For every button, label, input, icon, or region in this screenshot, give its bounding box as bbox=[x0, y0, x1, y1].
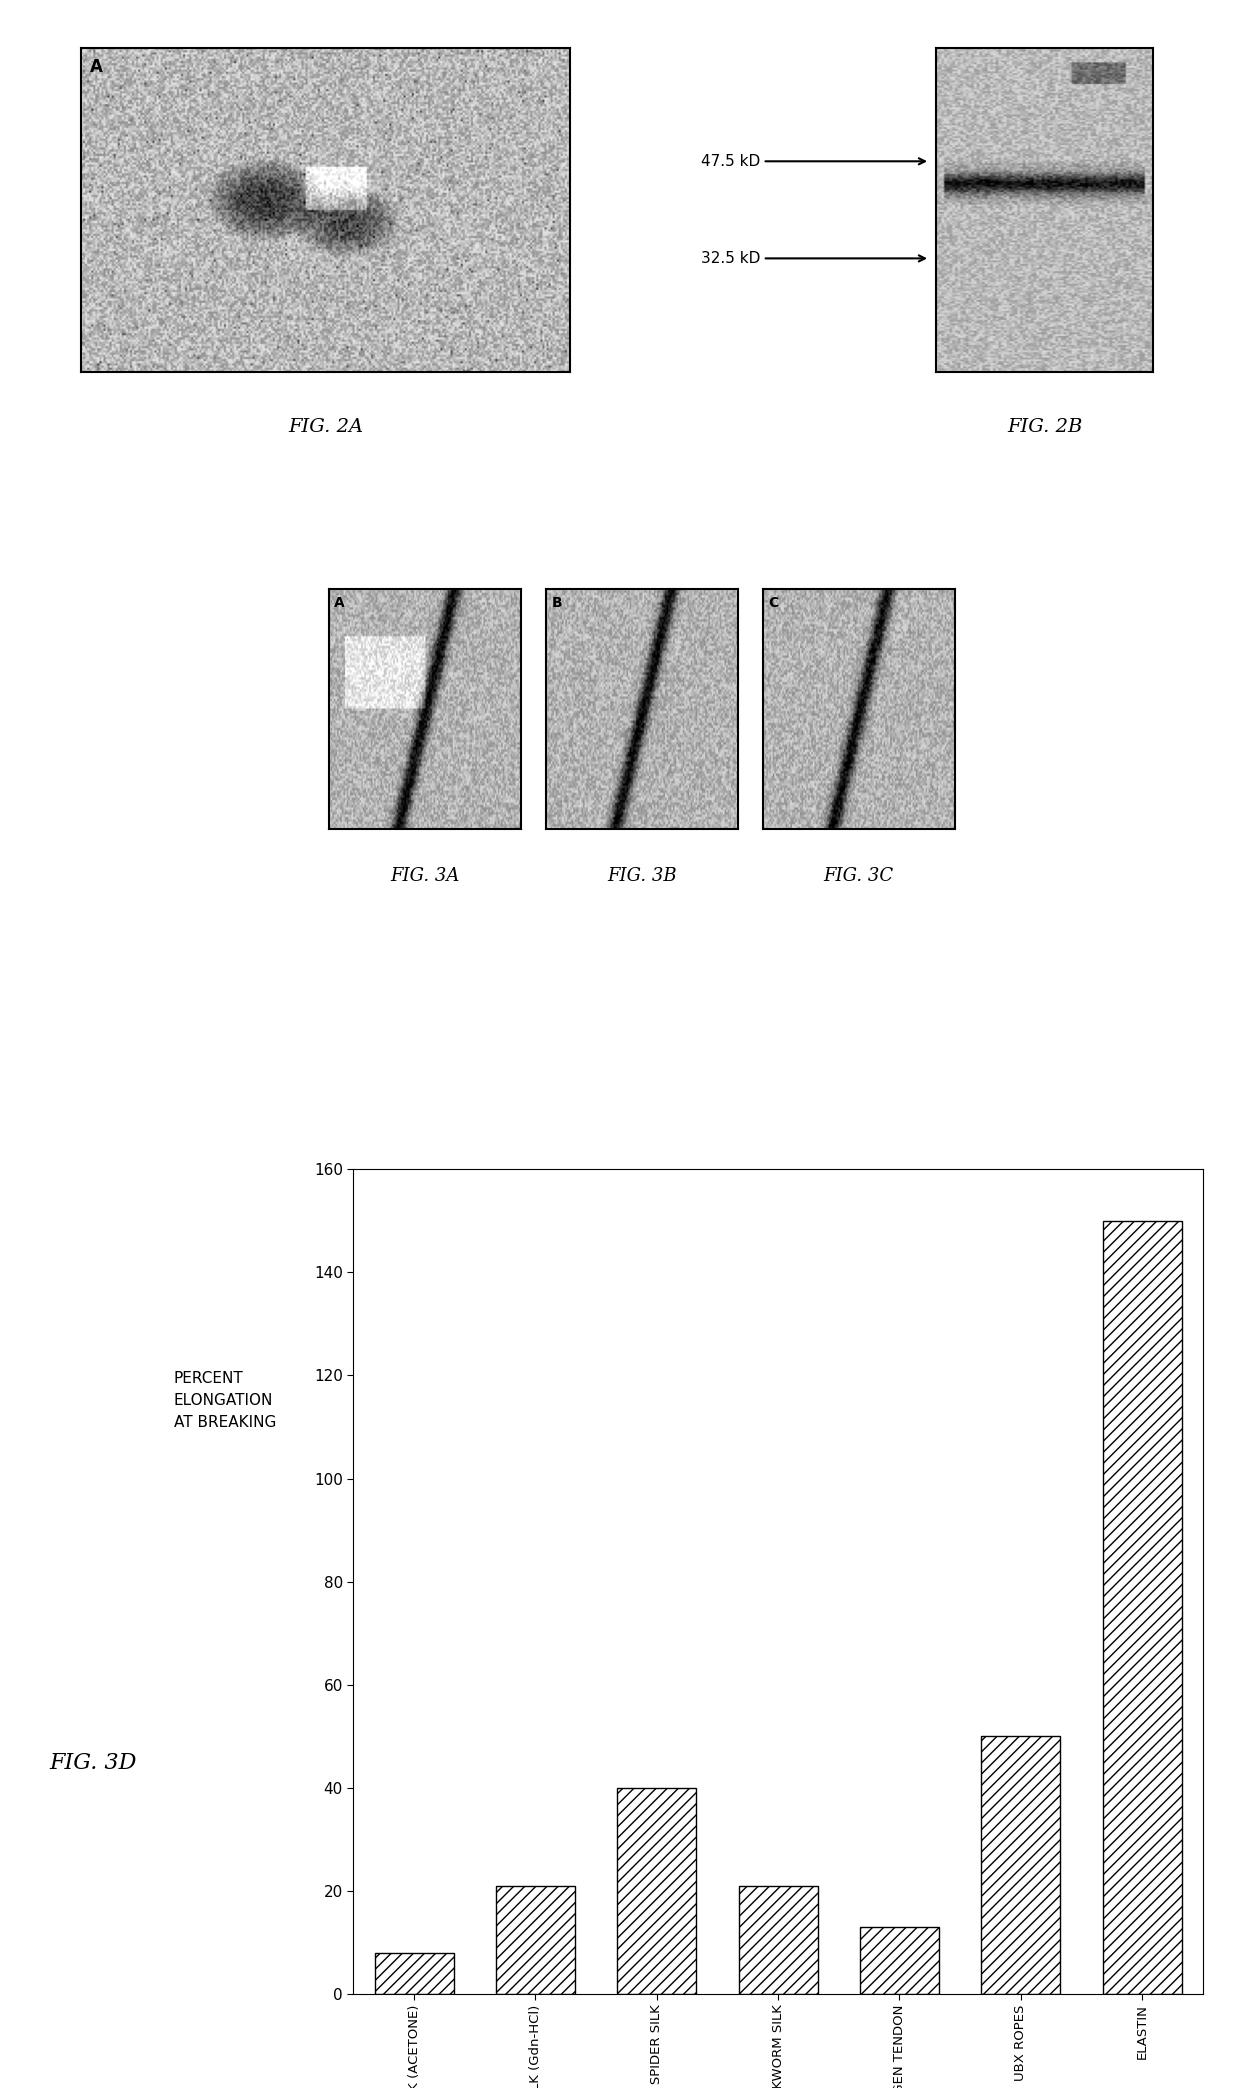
Bar bbox=[374, 1952, 454, 1994]
Text: B: B bbox=[552, 595, 562, 610]
Bar bbox=[1102, 1221, 1182, 1994]
Text: 47.5 kD: 47.5 kD bbox=[701, 155, 925, 169]
Text: FIG. 3B: FIG. 3B bbox=[606, 867, 677, 885]
Bar bbox=[496, 1885, 575, 1994]
Bar bbox=[618, 1787, 696, 1994]
Bar bbox=[739, 1885, 817, 1994]
Bar bbox=[981, 1737, 1060, 1994]
Text: PERCENT
ELONGATION
AT BREAKING: PERCENT ELONGATION AT BREAKING bbox=[174, 1370, 277, 1430]
Text: FIG. 3C: FIG. 3C bbox=[823, 867, 894, 885]
Text: FIG. 2A: FIG. 2A bbox=[288, 418, 363, 436]
Text: A: A bbox=[91, 58, 103, 75]
Bar bbox=[861, 1927, 939, 1994]
Text: FIG. 3A: FIG. 3A bbox=[391, 867, 459, 885]
Text: A: A bbox=[335, 595, 345, 610]
Text: FIG. 3D: FIG. 3D bbox=[50, 1752, 138, 1775]
Text: 32.5 kD: 32.5 kD bbox=[701, 251, 925, 265]
Text: FIG. 2B: FIG. 2B bbox=[1007, 418, 1083, 436]
Text: C: C bbox=[769, 595, 779, 610]
